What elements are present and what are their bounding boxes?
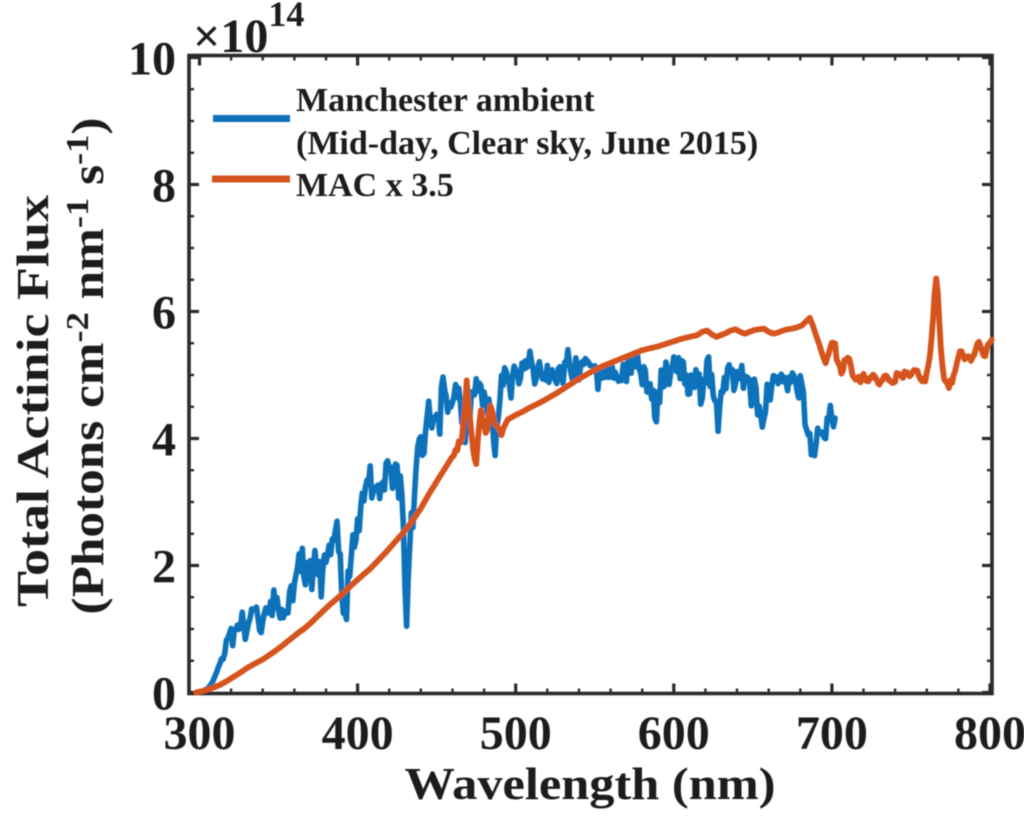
svg-text:Wavelength (nm): Wavelength (nm) — [405, 759, 776, 809]
svg-text:2: 2 — [152, 541, 176, 594]
svg-text:400: 400 — [322, 707, 394, 760]
svg-text:10: 10 — [128, 33, 176, 86]
svg-text:8: 8 — [152, 160, 176, 213]
svg-text:500: 500 — [480, 707, 552, 760]
svg-text:Total Actinic Flux: Total Actinic Flux — [8, 194, 58, 607]
svg-text:6: 6 — [152, 287, 176, 340]
svg-text:300: 300 — [164, 707, 236, 760]
svg-text:×1014: ×1014 — [193, 0, 304, 63]
svg-text:600: 600 — [638, 707, 710, 760]
svg-text:700: 700 — [796, 707, 868, 760]
svg-text:800: 800 — [954, 707, 1024, 760]
svg-text:MAC x 3.5: MAC x 3.5 — [296, 167, 454, 204]
svg-text:Manchester ambient: Manchester ambient — [296, 82, 595, 119]
svg-text:(Mid-day, Clear sky, June 2015: (Mid-day, Clear sky, June 2015) — [296, 125, 758, 162]
svg-text:4: 4 — [152, 414, 176, 467]
svg-text:(Photons cm-2 nm-1 s-1): (Photons cm-2 nm-1 s-1) — [59, 118, 113, 615]
svg-text:0: 0 — [152, 668, 176, 721]
